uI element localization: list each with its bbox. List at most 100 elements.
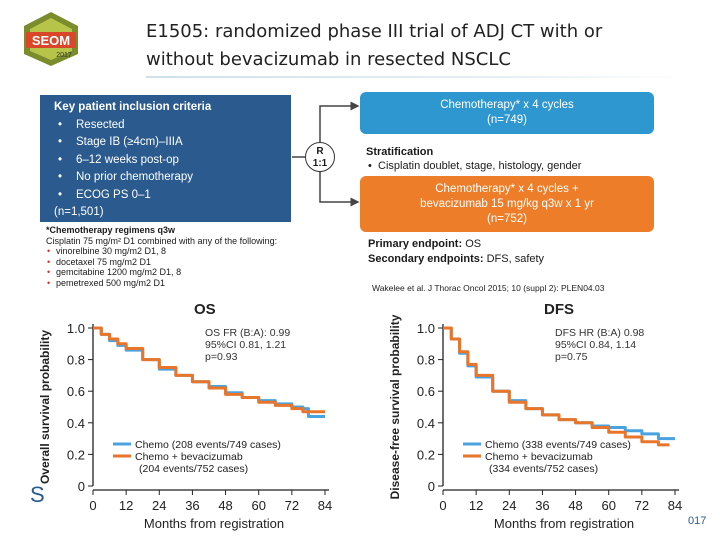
stat-annotation: p=0.93	[205, 351, 238, 363]
randomization-ratio: 1:1	[312, 158, 328, 169]
x-axis-label: Months from registration	[144, 516, 284, 531]
x-tick-label: 24	[502, 498, 516, 513]
legend-label: (204 events/752 cases)	[139, 463, 248, 475]
stat-annotation: OS FR (B:A): 0.99	[205, 327, 290, 339]
stratification: Stratification Cisplatin doublet, stage,…	[366, 145, 696, 173]
criteria-item: Stage IB (≥4cm)–IIIA	[54, 134, 281, 152]
arm1-n: (n=749)	[487, 114, 527, 126]
x-tick-label: 12	[469, 498, 483, 513]
survival-curve-chemo-bev	[443, 326, 670, 447]
stratification-heading: Stratification	[366, 146, 434, 158]
primary-endpoint: Primary endpoint: OS	[368, 237, 698, 252]
stratification-text: Cisplatin doublet, stage, histology, gen…	[366, 159, 696, 173]
regimen-item: pemetrexed 500 mg/m2 D1	[46, 278, 364, 289]
dfs-km-curve: DFS 0 0.2 0.4 0.6 0.8 1.0 0 12 24 36 48 60 72 84 Months…	[388, 301, 682, 531]
x-tick-label: 72	[635, 498, 649, 513]
x-tick-label: 60	[251, 498, 265, 513]
plot-title: OS	[194, 301, 216, 318]
regimens-heading: *Chemotherapy regimens q3w	[46, 225, 176, 235]
y-tick-label: 1.0	[67, 321, 85, 336]
os-km-curve: OS 0 0.2 0.4 0.6 0.8 1.0 0 12 24 36 48 60 72 84 Months …	[38, 301, 332, 531]
logo-text: SEOM	[32, 33, 70, 48]
y-tick-label: 0.6	[417, 384, 435, 399]
arm-chemotherapy: Chemotherapy* x 4 cycles (n=749)	[360, 92, 654, 134]
legend-label: Chemo + bevacizumab	[135, 451, 243, 463]
legend-label: Chemo + bevacizumab	[485, 451, 593, 463]
arm2-line: bevacizumab 15 mg/kg q3w x 1 yr	[420, 198, 594, 210]
legend-label: Chemo (338 events/749 cases)	[485, 439, 631, 451]
regimen-item: gemcitabine 1200 mg/m2 D1, 8	[46, 267, 364, 278]
endpoints: Primary endpoint: OS Secondary endpoints…	[368, 237, 698, 267]
x-tick-label: 84	[668, 498, 682, 513]
criteria-item: No prior chemotherapy	[54, 169, 281, 187]
title-line-2: without bevacizumab in resected NSCLC	[146, 49, 511, 70]
title-divider	[146, 76, 686, 78]
randomization-label: R	[316, 146, 324, 157]
x-tick-label: 12	[119, 498, 133, 513]
citation: Wakelee et al. J Thorac Oncol 2015; 10 (…	[372, 283, 605, 293]
x-tick-label: 24	[152, 498, 166, 513]
primary-endpoint-value: OS	[465, 238, 482, 250]
os-plot: OS 0 0.2 0.4 0.6 0.8 1.0 0 12 24 36 48 60 72 84 Months …	[5, 296, 335, 536]
randomization-arrows	[292, 101, 360, 207]
secondary-endpoint-value: DFS, safety	[486, 253, 545, 265]
dfs-plot: DFS 0 0.2 0.4 0.6 0.8 1.0 0 12 24 36 48 60 72 84 Months…	[355, 296, 685, 536]
stat-annotation: p=0.75	[555, 351, 588, 363]
y-tick-label: 0.2	[417, 447, 435, 462]
x-tick-label: 48	[218, 498, 232, 513]
logo-year: 2017	[56, 52, 72, 59]
logo-banner	[26, 32, 76, 48]
y-tick-label: 0	[428, 479, 435, 494]
secondary-endpoint: Secondary endpoints: DFS, safety	[368, 252, 698, 267]
stat-annotation: DFS HR (B:A) 0.98	[555, 327, 644, 339]
y-tick-label: 0.4	[417, 416, 435, 431]
y-axis-label: Disease-free survival probability	[388, 314, 402, 499]
criteria-item: Resected	[54, 117, 281, 135]
y-tick-label: 0.8	[67, 353, 85, 368]
y-tick-label: 0.8	[417, 353, 435, 368]
y-tick-label: 0.2	[67, 447, 85, 462]
y-tick-label: 0.4	[67, 416, 85, 431]
criteria-list: Resected Stage IB (≥4cm)–IIIA 6–12 weeks…	[54, 117, 281, 205]
criteria-item: ECOG PS 0–1	[54, 187, 281, 205]
stat-annotation: 95%CI 0.84, 1.14	[555, 339, 636, 351]
stat-annotation: 95%CI 0.81, 1.21	[205, 339, 286, 351]
arm-chemo-bevacizumab: Chemotherapy* x 4 cycles + bevacizumab 1…	[360, 176, 654, 232]
x-tick-label: 36	[185, 498, 199, 513]
x-tick-label: 0	[439, 498, 446, 513]
x-axis-label: Months from registration	[494, 516, 634, 531]
arm2-line: Chemotherapy* x 4 cycles +	[435, 183, 579, 195]
randomization-circle: R 1:1	[305, 142, 335, 172]
arm2-n: (n=752)	[487, 213, 527, 225]
x-tick-label: 0	[89, 498, 96, 513]
seom-logo: SEOM 2017	[20, 10, 82, 68]
footer-letter: S	[30, 482, 45, 507]
criteria-heading: Key patient inclusion criteria	[54, 101, 212, 113]
y-tick-label: 0	[78, 479, 85, 494]
legend-label: (334 events/752 cases)	[489, 463, 598, 475]
criteria-item: 6–12 weeks post-op	[54, 152, 281, 170]
x-tick-label: 36	[535, 498, 549, 513]
x-tick-label: 84	[318, 498, 332, 513]
survival-curve-chemo-bev	[93, 326, 325, 414]
secondary-endpoint-label: Secondary endpoints:	[368, 253, 484, 265]
regimens-list: vinorelbine 30 mg/m2 D1, 8 docetaxel 75 …	[46, 246, 364, 288]
regimen-item: docetaxel 75 mg/m2 D1	[46, 257, 364, 268]
title-line-1: E1505: randomized phase III trial of ADJ…	[146, 21, 603, 42]
x-tick-label: 48	[568, 498, 582, 513]
x-tick-label: 72	[285, 498, 299, 513]
x-tick-label: 60	[601, 498, 615, 513]
y-axis-label: Overall survival probability	[38, 330, 52, 484]
plot-title: DFS	[544, 301, 574, 318]
criteria-n: (n=1,501)	[54, 206, 104, 218]
regimen-item: vinorelbine 30 mg/m2 D1, 8	[46, 246, 364, 257]
legend-label: Chemo (208 events/749 cases)	[135, 439, 281, 451]
y-tick-label: 1.0	[417, 321, 435, 336]
y-tick-label: 0.6	[67, 384, 85, 399]
chemo-regimens: *Chemotherapy regimens q3w Cisplatin 75 …	[46, 225, 364, 288]
inclusion-criteria-box: Key patient inclusion criteria Resected …	[40, 95, 291, 222]
regimens-intro: Cisplatin 75 mg/m² D1 combined with any …	[46, 235, 278, 246]
footer-year: 017	[688, 515, 707, 527]
primary-endpoint-label: Primary endpoint:	[368, 238, 463, 250]
